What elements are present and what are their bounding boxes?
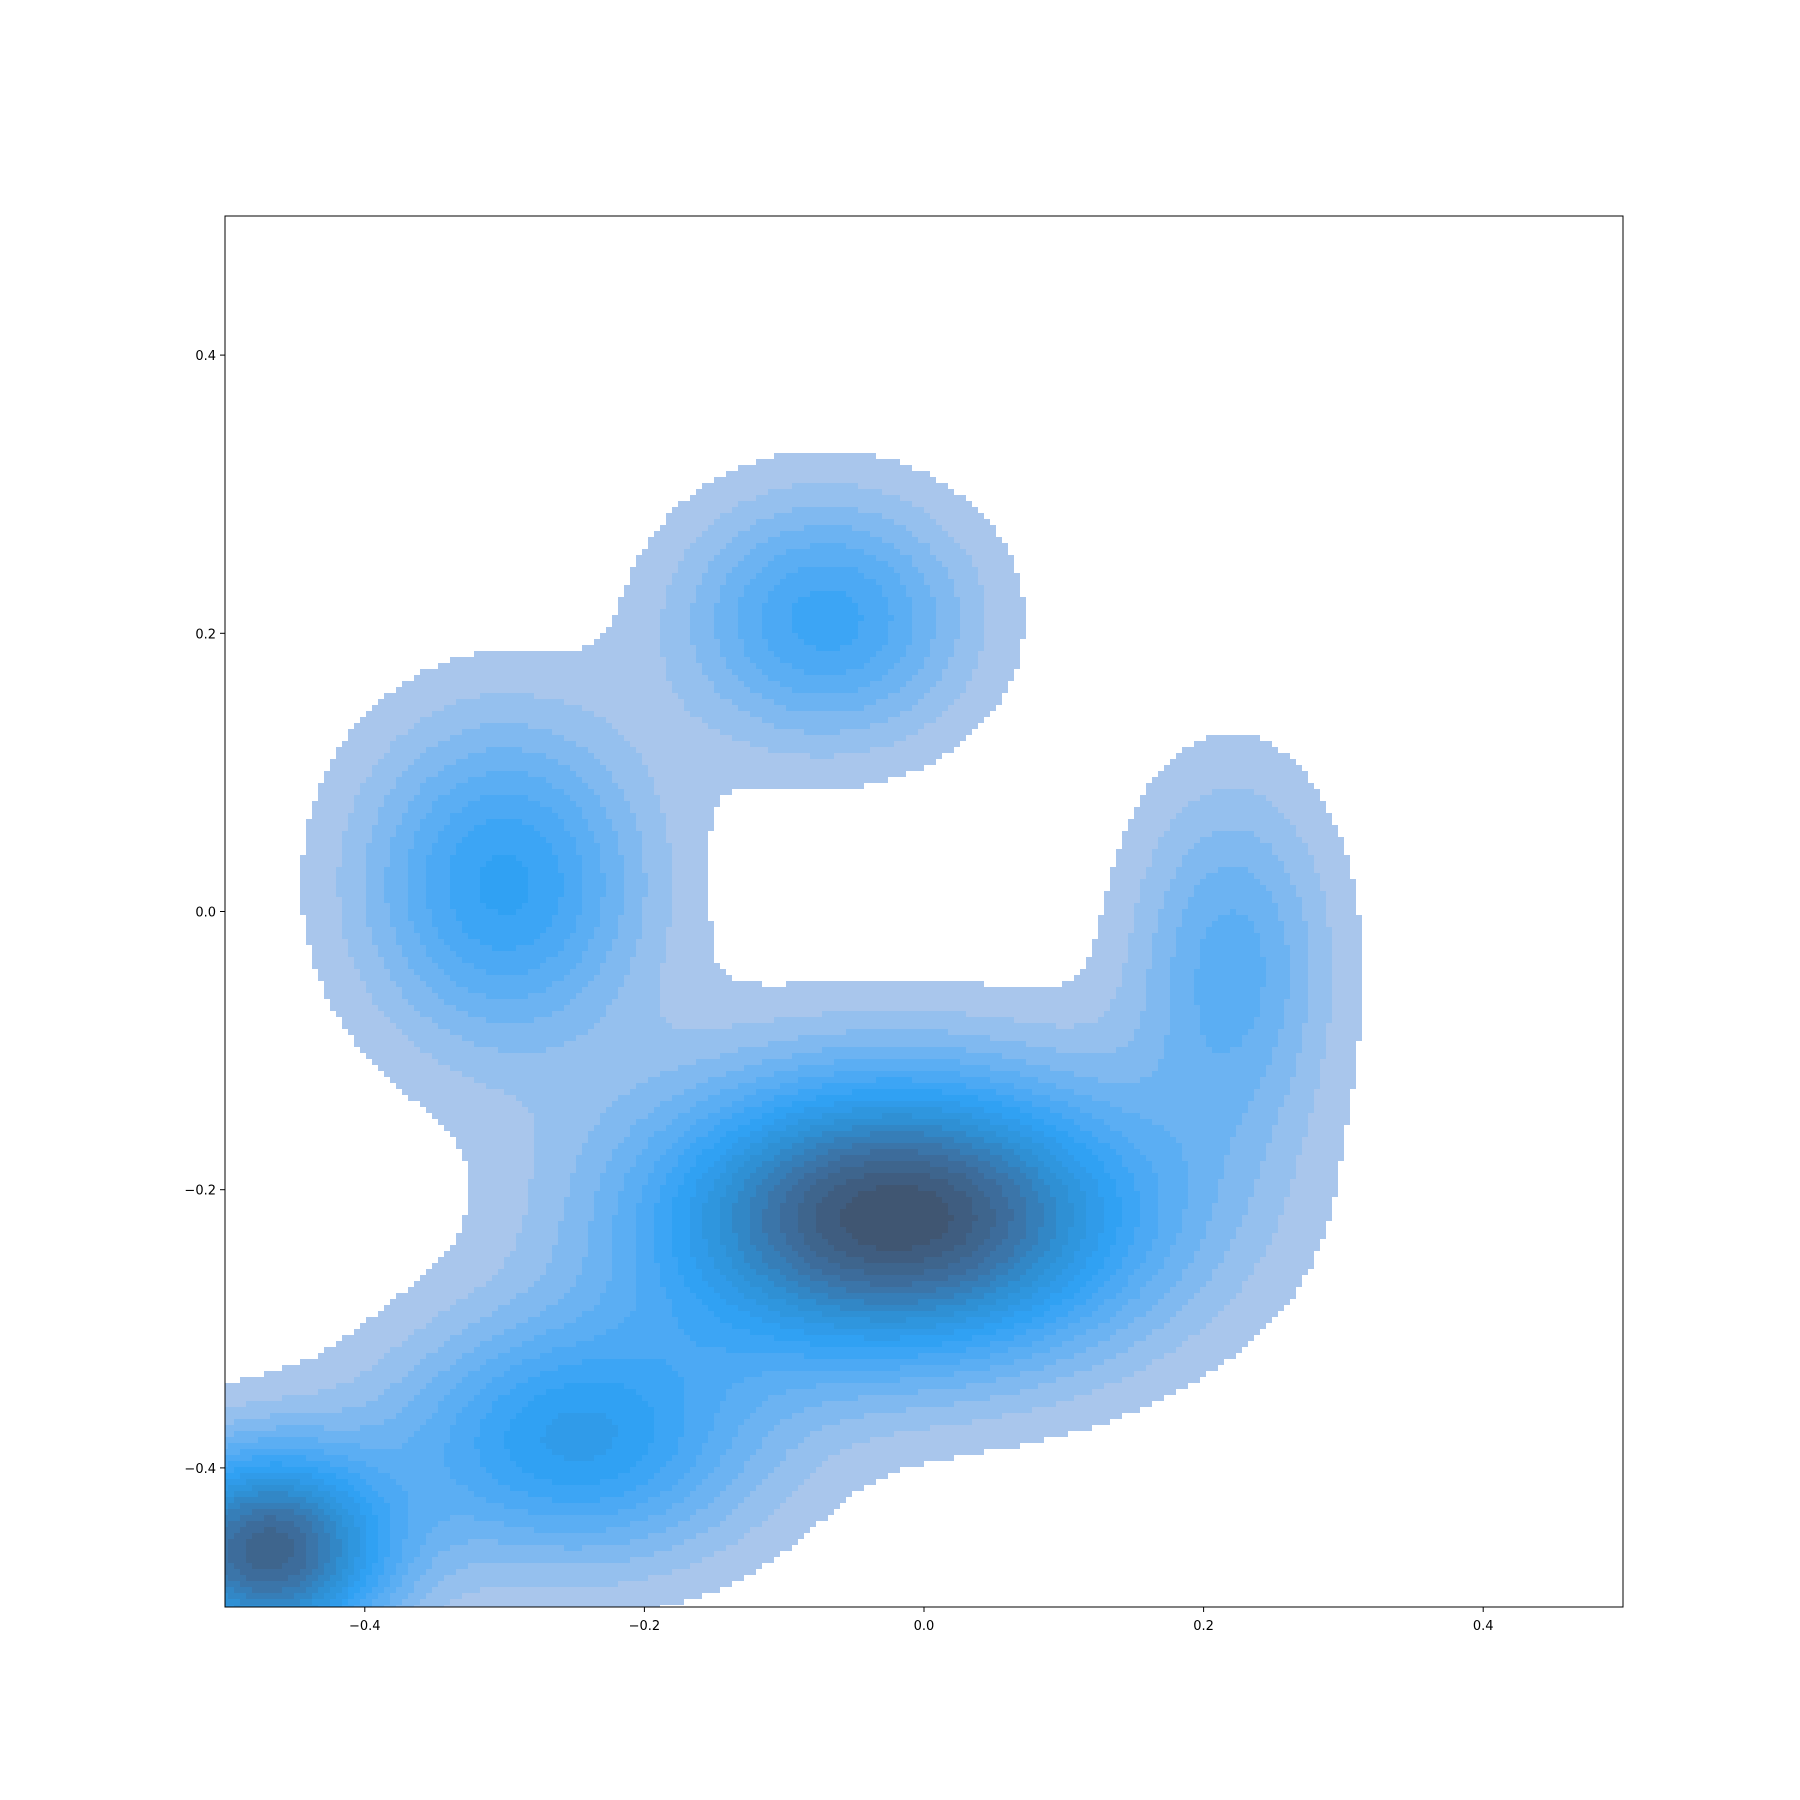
y-tick-label: −0.4 — [184, 1462, 216, 1477]
x-tick-label: 0.2 — [1193, 1619, 1214, 1634]
y-tick-label: 0.0 — [195, 906, 216, 921]
contour-level-7 — [225, 855, 1122, 1607]
y-axis: −0.4 −0.2 0.0 0.2 0.4 — [184, 349, 225, 1477]
x-tick-label: −0.4 — [349, 1619, 381, 1634]
x-tick-label: 0.0 — [914, 1619, 935, 1634]
density-contours — [225, 453, 1362, 1607]
x-tick-label: 0.4 — [1473, 1619, 1494, 1634]
contour-level-17 — [840, 1185, 954, 1251]
y-tick-label: 0.2 — [195, 627, 216, 642]
y-tick-label: −0.2 — [184, 1184, 216, 1199]
x-tick-label: −0.2 — [629, 1619, 661, 1634]
contour-level-6 — [225, 591, 1140, 1607]
x-axis: −0.4 −0.2 0.0 0.2 0.4 — [349, 1607, 1494, 1634]
y-tick-label: 0.4 — [195, 349, 216, 364]
